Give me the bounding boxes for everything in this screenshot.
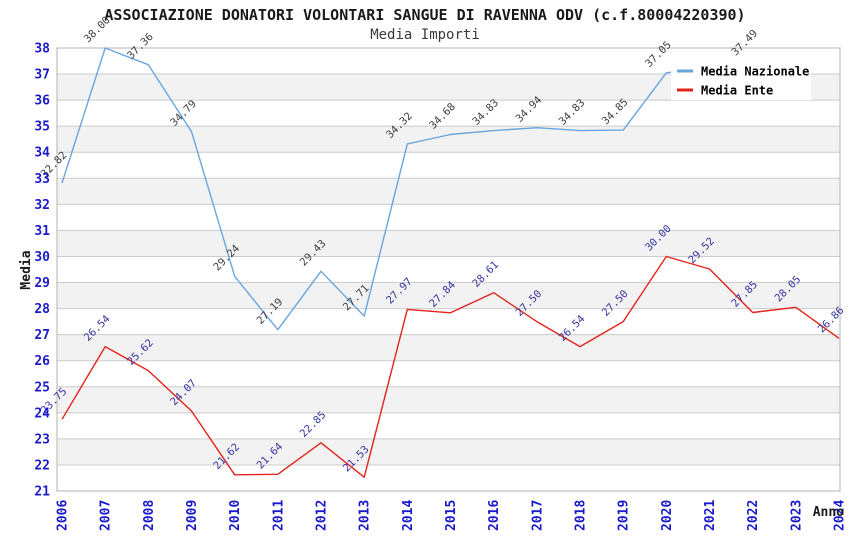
point-label: 37.05 (643, 39, 674, 70)
x-tick-label: 2013 (358, 500, 373, 531)
y-tick-label: 30 (34, 250, 50, 265)
series-labels-media-nazionale: 32.8238.0037.3634.7929.2427.1929.4327.71… (39, 14, 761, 327)
band-30-31 (57, 230, 840, 257)
x-tick-label: 2011 (271, 500, 286, 531)
x-tick-label: 2015 (444, 500, 459, 531)
line-path (61, 255, 840, 478)
x-tick-label: 2021 (703, 500, 718, 531)
axis-titles: Media Anno (19, 250, 844, 520)
chart-title: ASSOCIAZIONE DONATORI VOLONTARI SANGUE D… (104, 6, 746, 24)
chart-subtitle: Media Importi (370, 27, 480, 43)
y-tick-label: 33 (34, 172, 50, 187)
y-tick-label: 38 (34, 42, 50, 57)
x-tick-label: 2016 (487, 500, 502, 531)
plot-bands (57, 74, 840, 465)
y-tick-label: 36 (34, 94, 50, 109)
y-tick-label: 25 (34, 380, 50, 395)
x-tick-label: 2022 (746, 500, 761, 531)
series-line-media-ente (61, 255, 840, 478)
point-label: 34.85 (600, 96, 631, 127)
y-tick-label: 26 (34, 354, 50, 369)
y-tick-label: 29 (34, 276, 50, 291)
legend-item-media-nazionale: Media Nazionale (701, 65, 809, 79)
x-tick-label: 2014 (401, 500, 416, 531)
y-tick-label: 21 (34, 485, 50, 500)
point-label: 22.85 (298, 409, 329, 440)
band-24-25 (57, 386, 840, 413)
line-path (61, 47, 753, 331)
y-tick-label: 37 (34, 68, 50, 83)
x-tick-label: 2012 (315, 500, 330, 531)
series-line-media-nazionale (61, 47, 753, 331)
x-axis-title: Anno (813, 505, 844, 520)
x-tick-label: 2024 (833, 500, 848, 531)
y-tick-label: 28 (34, 302, 50, 317)
x-tick-label: 2007 (99, 500, 114, 531)
x-tick-label: 2019 (617, 500, 632, 531)
point-label: 38.00 (82, 14, 113, 45)
x-tick-label: 2008 (142, 500, 157, 531)
x-tick-label: 2023 (789, 500, 804, 531)
point-label: 26.86 (816, 305, 847, 336)
y-tick-label: 27 (34, 328, 50, 343)
x-tick-label: 2009 (185, 500, 200, 531)
band-34-35 (57, 126, 840, 153)
band-32-33 (57, 178, 840, 205)
band-26-27 (57, 334, 840, 361)
legend: Media Nazionale Media Ente (671, 52, 811, 100)
x-axis-ticks: 2006 2007 2008 2009 2010 2011 2012 2013 2014 2015… (56, 500, 848, 531)
y-tick-label: 22 (34, 458, 50, 473)
legend-box (671, 52, 811, 100)
x-tick-label: 2017 (530, 500, 545, 531)
band-28-29 (57, 282, 840, 309)
x-tick-label: 2018 (574, 500, 589, 531)
plot-border (56, 47, 841, 492)
point-label: 34.83 (557, 97, 588, 128)
point-label: 34.83 (470, 97, 501, 128)
gridlines (56, 47, 841, 492)
y-tick-label: 24 (34, 406, 50, 421)
legend-item-media-ente: Media Ente (701, 84, 773, 98)
y-axis-title: Media (19, 250, 34, 289)
y-tick-label: 31 (34, 224, 50, 239)
y-tick-label: 23 (34, 432, 50, 447)
y-tick-label: 35 (34, 120, 50, 135)
band-22-23 (57, 438, 840, 465)
y-tick-label: 32 (34, 198, 50, 213)
x-tick-label: 2010 (228, 500, 243, 531)
y-tick-label: 34 (34, 146, 50, 161)
point-label: 37.36 (125, 31, 156, 62)
x-tick-label: 2020 (660, 500, 675, 531)
x-tick-label: 2006 (56, 500, 71, 531)
y-axis-ticks: 21 22 23 24 25 26 27 28 29 30 31 32 33 34 35 36 37 38 (34, 42, 50, 500)
